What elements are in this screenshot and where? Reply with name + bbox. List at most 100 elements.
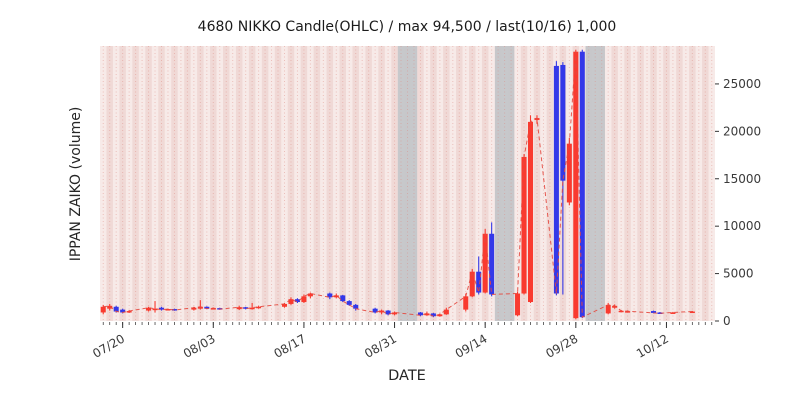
- candle-body: [307, 293, 313, 297]
- candle-body: [612, 305, 618, 308]
- y-tick-label: 20000: [723, 124, 761, 138]
- candle-body: [430, 313, 436, 317]
- candle-body: [353, 304, 359, 309]
- candle-body: [618, 310, 624, 313]
- day-stripe: [689, 46, 696, 321]
- closed-day-band: [494, 46, 515, 321]
- day-stripe: [546, 46, 554, 321]
- day-stripe: [611, 46, 618, 321]
- x-tick-label: 08/17: [271, 331, 308, 360]
- day-stripe: [650, 46, 657, 321]
- day-stripe: [533, 46, 541, 321]
- day-stripe: [663, 46, 670, 321]
- day-stripe: [197, 46, 204, 321]
- candle-body: [417, 312, 423, 316]
- candle-body: [107, 305, 113, 309]
- x-tick-label: 08/03: [181, 331, 218, 360]
- day-stripe: [235, 46, 243, 321]
- candle-body: [146, 307, 152, 311]
- day-stripe: [391, 46, 398, 321]
- day-stripe: [624, 46, 631, 321]
- day-stripe: [637, 46, 644, 321]
- candle-body: [288, 299, 294, 304]
- candle-body: [197, 306, 203, 309]
- day-stripe: [158, 46, 165, 321]
- candle-body: [379, 310, 385, 313]
- day-stripe: [210, 46, 217, 321]
- y-tick-label: 10000: [723, 219, 761, 233]
- day-stripe: [430, 46, 437, 321]
- candle-body: [463, 296, 469, 310]
- close-line: [103, 51, 693, 318]
- y-tick-label: 5000: [723, 267, 754, 281]
- candle-body: [158, 307, 165, 310]
- candle-body: [171, 309, 177, 311]
- candle-body: [385, 310, 391, 315]
- candle-body: [657, 312, 663, 314]
- candle-body: [469, 271, 475, 297]
- candle-body: [489, 233, 495, 295]
- candle-body: [333, 295, 339, 298]
- day-stripe: [184, 46, 191, 321]
- candle-body: [670, 312, 676, 314]
- candle-body: [204, 306, 210, 309]
- day-stripe: [469, 46, 476, 321]
- x-axis-label: DATE: [388, 368, 426, 384]
- candle-body: [346, 301, 352, 305]
- y-tick-label: 0: [723, 314, 731, 328]
- y-tick-label: 15000: [723, 172, 761, 186]
- candle-body: [553, 65, 559, 294]
- closed-day-band: [397, 46, 418, 321]
- day-stripe: [261, 46, 269, 321]
- day-stripe: [106, 46, 113, 321]
- candle-body: [650, 311, 657, 313]
- x-tick-label: 09/28: [543, 331, 580, 360]
- candle-body: [100, 306, 106, 313]
- candle-body: [301, 296, 307, 303]
- y-axis-label: IPPAN ZAIKO (volume): [68, 107, 84, 262]
- candle-body: [120, 309, 126, 313]
- day-stripe: [352, 46, 359, 321]
- candle-body: [476, 271, 482, 293]
- candle-body: [340, 295, 346, 302]
- day-stripe: [300, 46, 308, 321]
- candle-body: [689, 311, 695, 314]
- day-stripe: [132, 46, 139, 321]
- day-stripe: [339, 46, 346, 321]
- candle-body: [126, 311, 132, 313]
- x-tick-label: 09/14: [453, 331, 490, 360]
- candle-body: [515, 293, 521, 316]
- candle-body: [625, 311, 631, 313]
- candle-body: [566, 143, 572, 203]
- day-stripe: [702, 46, 709, 321]
- plot-area: 07/20 08/03 08/17 08/31 09/14 09/28 10/12 0 5000…: [90, 46, 761, 361]
- day-stripe: [417, 46, 424, 321]
- candle-body: [165, 309, 171, 311]
- y-tick-label: 25000: [723, 77, 761, 91]
- candle-body: [424, 313, 430, 316]
- chart-title: 4680 NIKKO Candle(OHLC) / max 94,500 / l…: [198, 19, 617, 35]
- x-tick-label: 07/20: [90, 331, 127, 360]
- day-stripe: [676, 46, 683, 321]
- candle-body: [527, 121, 534, 303]
- candle-body: [560, 64, 566, 181]
- candle-body: [392, 312, 398, 315]
- day-stripe: [481, 46, 489, 321]
- x-tick-label: 10/12: [634, 331, 671, 360]
- candle-body: [249, 307, 255, 310]
- closed-day-band: [585, 46, 605, 321]
- candle-body: [482, 233, 488, 293]
- day-stripe: [171, 46, 178, 321]
- candle-body: [191, 307, 197, 310]
- day-stripe: [378, 46, 385, 321]
- day-stripe: [119, 46, 126, 321]
- candle-body: [327, 293, 333, 298]
- candle-body: [605, 304, 611, 314]
- day-stripe: [456, 46, 463, 321]
- day-stripe: [326, 46, 334, 321]
- day-stripe: [145, 46, 152, 321]
- candle-body: [294, 299, 300, 303]
- candle-body: [573, 51, 579, 319]
- day-stripe: [274, 46, 282, 321]
